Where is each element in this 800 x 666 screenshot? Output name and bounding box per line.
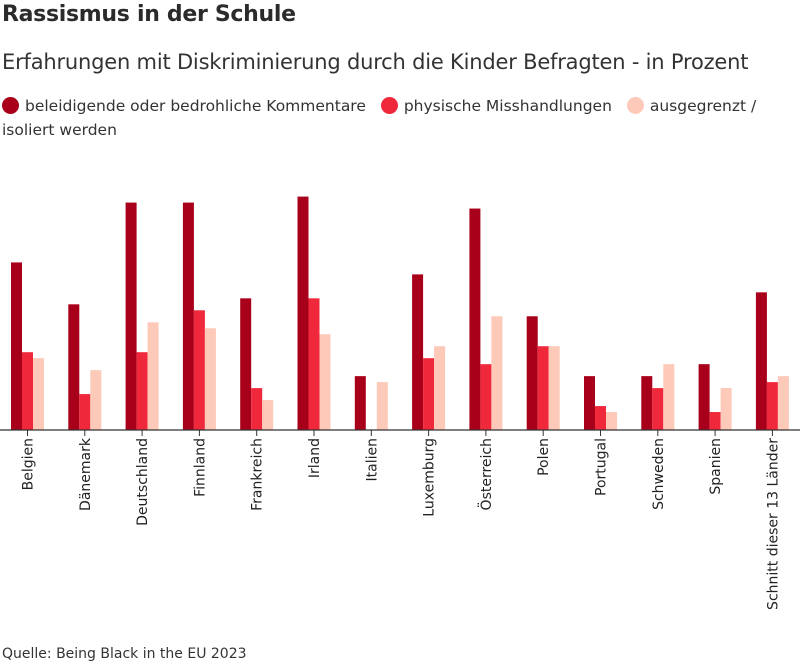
x-tick-label-13: Spanien [708,438,724,495]
source-note: Quelle: Being Black in the EU 2023 [2,646,247,662]
x-tick-label-4: Finnland [192,438,208,497]
bar-10-series-3 [548,346,560,430]
x-tick-label-12: Schweden [651,438,667,510]
x-tick-label-10: Polen [536,438,552,476]
bar-1-series-3 [33,358,44,430]
bar-6-series-3 [319,334,331,430]
bar-2-series-2 [79,394,91,430]
legend-item-physical: physische Misshandlungen [380,97,612,115]
bar-13-series-2 [709,412,721,430]
bar-1-series-2 [22,352,33,430]
bar-2-series-3 [90,370,102,430]
bar-4-series-2 [193,310,205,430]
x-tick-label-7: Italien [364,438,380,481]
legend-item-isolated: ausgegrenzt / isoliert werden [2,97,756,139]
x-tick-label-5: Frankreich [250,438,266,511]
x-tick-label-2: Dänemark [78,437,94,511]
bar-10-series-1 [526,316,538,430]
x-tick-label-9: Österreich [477,438,495,510]
bar-10-series-2 [537,346,549,430]
x-tick-label-1: Belgien [21,438,37,490]
legend-label-comments: beleidigende oder bedrohliche Kommentare [25,97,366,115]
bar-13-series-1 [698,364,710,430]
bar-1-series-1 [11,262,22,430]
legend-item-comments: beleidigende oder bedrohliche Kommentare [2,97,366,115]
bar-8-series-3 [434,346,446,430]
bar-5-series-3 [262,400,274,430]
bar-3-series-1 [125,202,137,430]
bar-11-series-3 [606,412,617,430]
bar-7-series-1 [354,376,366,430]
chart-subtitle: Erfahrungen mit Diskriminierung durch di… [2,50,749,74]
bar-9-series-1 [469,208,481,430]
bar-11-series-1 [584,376,595,430]
bar-3-series-2 [136,352,148,430]
bar-13-series-3 [720,388,732,430]
chart-title: Rassismus in der Schule [2,2,296,27]
bar-12-series-1 [641,376,653,430]
legend-label-isolated: ausgegrenzt / isoliert werden [2,97,757,139]
bar-11-series-2 [595,406,606,430]
bar-8-series-2 [423,358,435,430]
x-tick-label-6: Irland [307,438,323,478]
legend-swatch-comments [2,97,19,114]
x-tick-label-8: Luxemburg [422,438,438,517]
bar-2-series-1 [68,304,80,430]
legend: beleidigende oder bedrohliche Kommentare… [2,94,792,142]
bar-6-series-2 [308,298,320,430]
bar-12-series-2 [652,388,664,430]
x-tick-label-11: Portugal [594,438,610,496]
bar-chart: Belgien Dänemark Deutschland Finnland Frankr… [0,196,800,610]
bar-3-series-3 [147,322,159,430]
legend-swatch-physical [380,97,398,114]
bar-4-series-1 [182,202,194,430]
legend-swatch-isolated [626,97,644,114]
x-tick-label-3: Deutschland [135,438,151,526]
bar-12-series-3 [663,364,675,430]
bar-4-series-3 [204,328,216,430]
bar-8-series-1 [412,274,424,430]
bar-14-series-3 [777,376,789,430]
x-tick-label-14: Schnitt dieser 13 Länder [765,438,781,610]
legend-label-physical: physische Misshandlungen [403,97,612,115]
bar-9-series-2 [480,364,492,430]
bar-6-series-1 [297,196,309,430]
bar-7-series-3 [376,382,388,430]
bar-5-series-2 [251,388,263,430]
bar-14-series-1 [755,292,767,430]
bar-9-series-3 [491,316,503,430]
bar-14-series-2 [766,382,778,430]
bar-5-series-1 [240,298,252,430]
